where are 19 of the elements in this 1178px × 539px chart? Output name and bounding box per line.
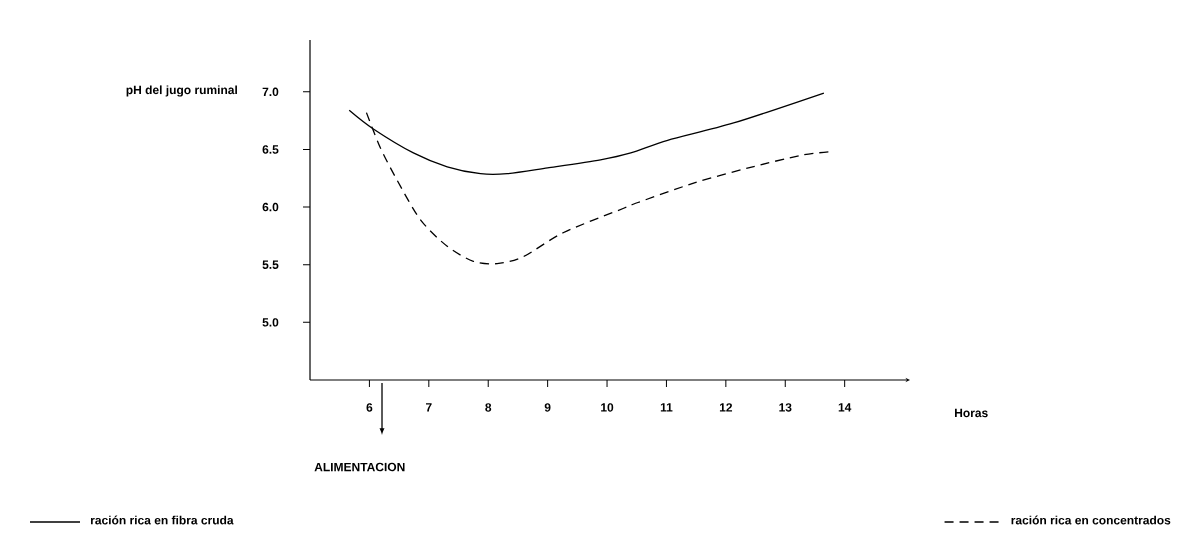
x-tick-label: 14 [838, 403, 852, 412]
y-tick-label: 6.0 [262, 202, 279, 212]
y-tick-label: 6.5 [262, 145, 279, 154]
y-tick-label: 5.0 [262, 318, 279, 327]
x-tick-label: 13 [779, 403, 792, 412]
x-tick-label: 10 [601, 403, 614, 412]
x-tick-label: 6 [366, 403, 373, 412]
y-tick-label: 5.5 [262, 260, 279, 269]
x-tick-label: 11 [660, 403, 673, 412]
text: ALIMENTACION [314, 462, 405, 472]
legend-label: ración rica en concentrados [1011, 515, 1171, 525]
legend-label: ración rica en fibra cruda [90, 515, 234, 525]
y-axis-title: pH del jugo ruminal [126, 85, 237, 97]
x-tick-label: 12 [719, 403, 733, 412]
y-tick-label: 7.0 [262, 87, 279, 97]
x-tick-label: 9 [544, 403, 551, 412]
x-tick-label: 8 [485, 403, 492, 412]
x-tick-label: 7 [426, 403, 432, 412]
x-axis-title: Horas [955, 408, 988, 418]
